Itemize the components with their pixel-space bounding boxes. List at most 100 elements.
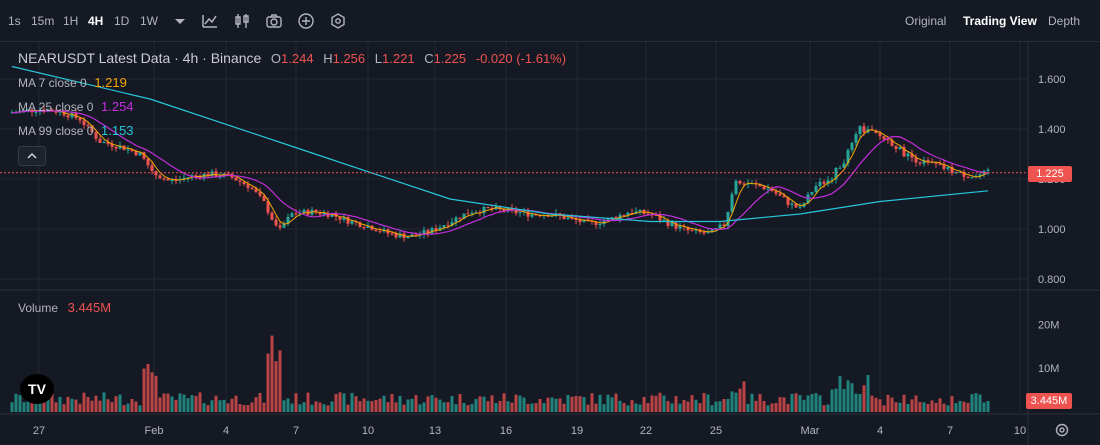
candle-body: [794, 203, 798, 208]
candle-body: [786, 197, 790, 205]
volume-bar: [46, 395, 50, 412]
symbol-legend: NEARUSDT Latest Data · 4h · Binance O1.2…: [18, 50, 566, 66]
volume-bar: [554, 398, 558, 412]
candle-body: [90, 125, 94, 133]
volume-bar: [338, 392, 342, 412]
volume-bar: [242, 405, 246, 412]
timeframe-1h[interactable]: 1H: [63, 14, 79, 28]
volume-bar: [418, 404, 422, 412]
candle-body: [366, 225, 370, 228]
timeframe-1d[interactable]: 1D: [114, 14, 130, 28]
volume-bar: [934, 402, 938, 412]
volume-bar: [982, 402, 986, 412]
volume-bar: [698, 403, 702, 412]
candle-body: [530, 214, 534, 217]
timeframe-1s[interactable]: 1s: [8, 14, 21, 28]
ohlc-open-value: 1.244: [281, 51, 314, 66]
candle-body: [910, 153, 914, 158]
settings-hex-icon[interactable]: [328, 11, 348, 31]
candle-body: [598, 223, 602, 226]
candle-body: [886, 139, 890, 141]
candle-body: [490, 207, 494, 210]
volume-bar: [238, 404, 242, 412]
view-trading-view[interactable]: Trading View: [963, 14, 1037, 28]
volume-bar: [818, 395, 822, 412]
volume-bar: [654, 395, 658, 412]
candle-body: [422, 230, 426, 235]
view-depth[interactable]: Depth: [1048, 14, 1081, 28]
chevron-down-icon[interactable]: [170, 11, 190, 31]
timeframe-15m[interactable]: 15m: [31, 14, 55, 28]
candle-type-icon[interactable]: [232, 11, 252, 31]
volume-bar: [138, 405, 142, 412]
candle-body: [378, 231, 382, 233]
candle-body: [610, 217, 614, 219]
volume-bar: [158, 397, 162, 412]
time-tick-label: 4: [223, 425, 229, 437]
candle-body: [126, 149, 130, 151]
candle-body: [158, 175, 162, 179]
volume-bar: [386, 402, 390, 412]
volume-bar: [234, 395, 238, 412]
candle-body: [526, 211, 530, 217]
ma7-legend: MA 7 close 0 1.219: [18, 75, 127, 90]
ma99-legend: MA 99 close 0 1.153: [18, 123, 134, 138]
volume-bar: [406, 399, 410, 412]
candle-body: [694, 229, 698, 231]
volume-bar: [190, 395, 194, 412]
volume-bar: [310, 404, 314, 412]
candle-body: [442, 225, 446, 228]
candle-body: [814, 186, 818, 192]
candle-body: [150, 165, 154, 172]
volume-bar: [98, 400, 102, 412]
candle-body: [58, 110, 62, 113]
candle-body: [290, 213, 294, 217]
volume-bar: [366, 400, 370, 412]
chart-area[interactable]: 1.6001.4001.2001.0000.80027Feb4710131619…: [0, 42, 1100, 445]
time-tick-label: 22: [640, 425, 652, 437]
volume-bar: [274, 361, 278, 412]
volume-bar: [786, 403, 790, 412]
indicator-chart-icon[interactable]: [200, 11, 220, 31]
time-tick-label: 7: [293, 425, 299, 437]
volume-bar: [962, 401, 966, 412]
volume-bar: [634, 403, 638, 412]
candle-body: [66, 115, 70, 118]
candle-body: [82, 120, 86, 125]
candle-body: [862, 126, 866, 133]
candle-body: [114, 146, 118, 149]
ma7-line: [11, 109, 989, 238]
volume-bar: [390, 394, 394, 412]
timeframe-1w[interactable]: 1W: [140, 14, 158, 28]
volume-bar: [966, 402, 970, 412]
volume-bar: [674, 396, 678, 412]
candle-body: [606, 218, 610, 221]
volume-bar: [226, 403, 230, 412]
camera-icon[interactable]: [264, 11, 284, 31]
candle-body: [354, 221, 358, 223]
volume-bar: [618, 400, 622, 412]
volume-bar: [210, 400, 214, 412]
volume-bar: [246, 405, 250, 412]
volume-bar: [770, 403, 774, 412]
volume-bar: [354, 396, 358, 412]
candle-body: [890, 139, 894, 146]
candle-body: [710, 229, 714, 233]
volume-bar: [38, 401, 42, 412]
candle-body: [722, 224, 726, 226]
timeframe-4h[interactable]: 4H: [88, 14, 104, 28]
volume-bar: [374, 399, 378, 412]
gear-icon[interactable]: [1054, 422, 1070, 438]
volume-bar: [186, 398, 190, 412]
price-tick-label: 1.000: [1038, 224, 1066, 236]
candle-body: [658, 215, 662, 221]
candle-body: [766, 188, 770, 190]
view-original[interactable]: Original: [905, 14, 947, 28]
candle-body: [298, 213, 302, 215]
add-circle-icon[interactable]: [296, 11, 316, 31]
volume-bar: [762, 401, 766, 412]
candle-body: [578, 220, 582, 223]
volume-bar: [78, 403, 82, 412]
volume-bar: [26, 399, 30, 412]
collapse-legend-button[interactable]: [18, 146, 46, 166]
